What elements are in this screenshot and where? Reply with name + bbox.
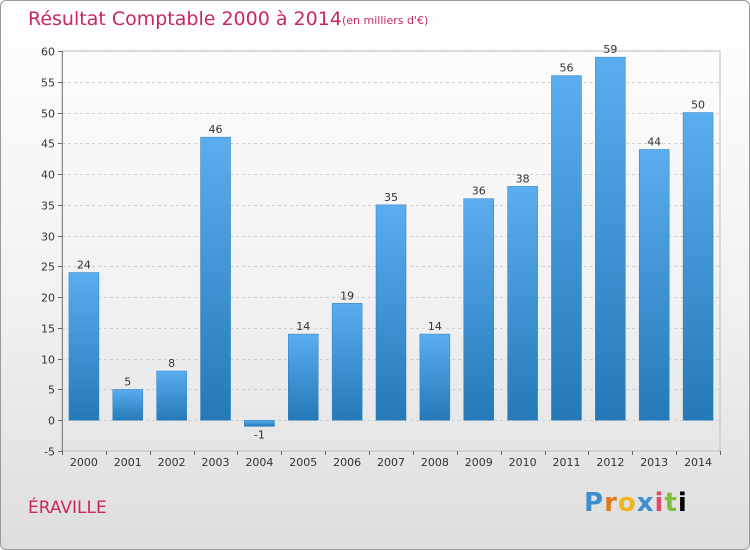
bar-2004	[244, 419, 275, 427]
x-tick-label: 2011	[552, 456, 580, 469]
y-tick-label: 5	[48, 384, 55, 397]
x-tick-label: 2005	[289, 456, 317, 469]
data-label: 19	[340, 289, 354, 302]
y-tick-label: 60	[41, 46, 55, 59]
x-tick-label: 2002	[158, 456, 186, 469]
logo-letter: t	[664, 488, 678, 518]
data-label: 24	[77, 259, 91, 272]
y-tick-label: 30	[41, 231, 55, 244]
bar-2012	[595, 56, 626, 421]
x-tick-label: 2008	[421, 456, 449, 469]
data-label: 46	[209, 123, 223, 136]
proxiti-logo: Proxiti	[584, 488, 688, 518]
bar-2002	[156, 370, 187, 421]
bar-2001	[112, 389, 144, 421]
y-tick-label: 40	[41, 169, 55, 182]
x-tick-label: 2003	[202, 456, 230, 469]
y-tick-label: 20	[41, 292, 55, 305]
data-label: 56	[559, 62, 573, 75]
bar-2011	[551, 75, 582, 421]
y-tick-label: 35	[41, 200, 55, 213]
data-label: 38	[516, 172, 530, 185]
data-label: 14	[428, 320, 442, 333]
x-tick-label: 2010	[509, 456, 537, 469]
bar-2006	[331, 303, 363, 421]
x-tick-label: 2013	[640, 456, 668, 469]
data-label: 8	[168, 357, 175, 370]
bar-2010	[507, 186, 538, 421]
y-tick-label: 55	[41, 77, 55, 90]
x-tick-label: 2014	[684, 456, 712, 469]
logo-letter: o	[617, 488, 637, 518]
y-tick-label: 15	[41, 323, 55, 336]
bar-2014	[682, 112, 714, 421]
data-label: 44	[647, 135, 661, 148]
data-label: 5	[124, 375, 131, 388]
bar-2000	[68, 272, 100, 421]
logo-letter: P	[584, 488, 605, 518]
y-tick-label: 10	[41, 354, 55, 367]
x-tick-label: 2009	[465, 456, 493, 469]
data-label: 50	[691, 99, 705, 112]
x-tick-label: 2007	[377, 456, 405, 469]
bar-2003	[200, 136, 231, 421]
y-tick-label: 45	[41, 138, 55, 151]
y-tick-label: 25	[41, 261, 55, 274]
commune-name: ÉRAVILLE	[28, 498, 107, 518]
bar-2013	[638, 149, 670, 421]
y-tick-label: 0	[48, 415, 55, 428]
data-label: 35	[384, 191, 398, 204]
y-tick-label: 50	[41, 108, 55, 121]
x-tick-label: 2012	[596, 456, 624, 469]
bar-2008	[419, 333, 451, 421]
x-tick-label: 2001	[114, 456, 142, 469]
bar-2005	[288, 333, 319, 421]
data-label: 59	[603, 43, 617, 56]
x-tick-label: 2004	[245, 456, 273, 469]
chart-subtitle: (en milliers d'€)	[342, 14, 429, 27]
chart-title: Résultat Comptable 2000 à 2014	[28, 8, 342, 30]
data-label: -1	[254, 428, 265, 441]
x-tick-label: 2000	[70, 456, 98, 469]
data-label: 36	[472, 185, 486, 198]
logo-letter: x	[636, 488, 655, 518]
y-tick-label: -5	[44, 446, 55, 459]
data-label: 14	[296, 320, 310, 333]
logo-letter: i	[677, 488, 688, 518]
bar-2009	[463, 198, 494, 421]
x-tick-label: 2006	[333, 456, 361, 469]
logo-letter: r	[604, 488, 618, 518]
logo-letter: i	[654, 488, 665, 518]
bar-2007	[375, 204, 407, 421]
